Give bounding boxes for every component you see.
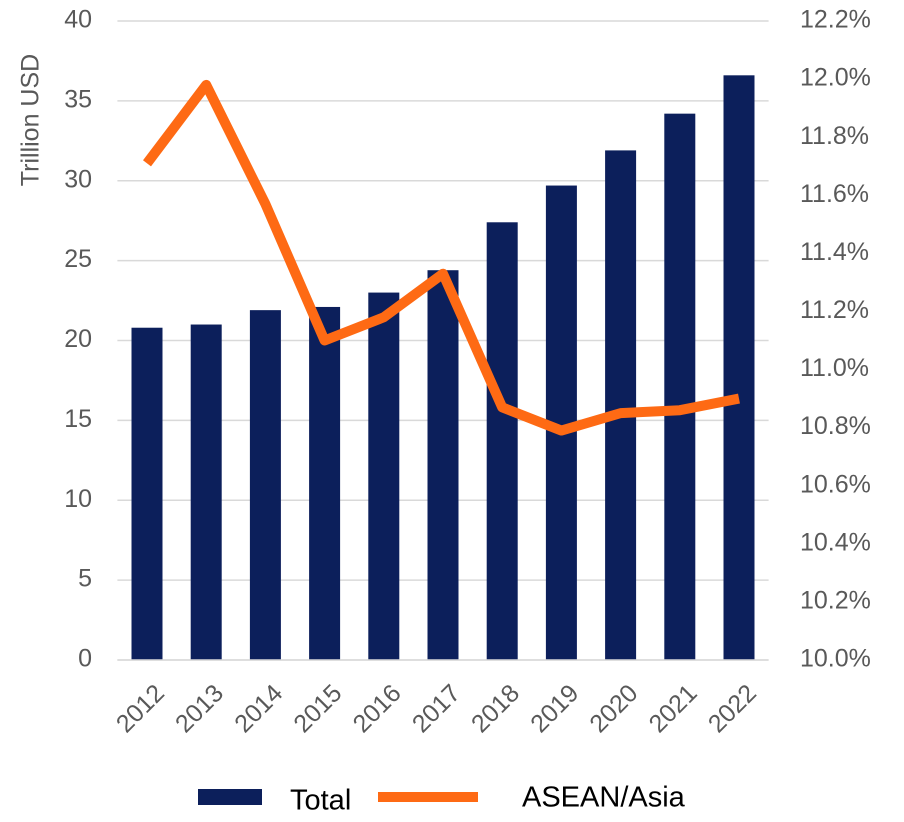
bar bbox=[190, 324, 222, 660]
bar bbox=[664, 113, 696, 660]
bar bbox=[427, 270, 459, 660]
y2-tick-label: 12.2% bbox=[800, 6, 871, 34]
x-tick-label: 2015 bbox=[288, 679, 347, 738]
x-tick-label: 2016 bbox=[348, 679, 407, 738]
y2-tick-label: 10.2% bbox=[800, 587, 871, 615]
y2-tick-label: 10.4% bbox=[800, 528, 871, 556]
bar bbox=[309, 306, 341, 660]
y2-tick-label: 11.2% bbox=[800, 296, 869, 324]
y2-tick-label: 12.0% bbox=[800, 64, 871, 92]
x-tick-label: 2018 bbox=[466, 679, 525, 738]
x-tick-label: 2022 bbox=[703, 679, 762, 738]
y2-tick-label: 11.0% bbox=[800, 354, 869, 382]
y-tick-label: 25 bbox=[64, 245, 92, 273]
bar bbox=[605, 150, 637, 660]
x-tick-label: 2014 bbox=[229, 679, 288, 738]
bar bbox=[368, 292, 400, 660]
legend-label: Total bbox=[290, 785, 351, 817]
x-tick-label: 2013 bbox=[170, 679, 229, 738]
y2-tick-label: 10.0% bbox=[800, 645, 871, 673]
y2-tick-label: 11.8% bbox=[800, 122, 869, 150]
y2-tick-label: 11.6% bbox=[800, 180, 869, 208]
x-tick-label: 2020 bbox=[584, 679, 643, 738]
y-tick-label: 30 bbox=[64, 165, 92, 193]
y-tick-label: 0 bbox=[78, 645, 92, 673]
y2-tick-label: 10.8% bbox=[800, 412, 871, 440]
bar bbox=[131, 327, 163, 660]
bar bbox=[723, 75, 755, 660]
y2-tick-label: 11.4% bbox=[800, 238, 869, 266]
x-tick-label: 2019 bbox=[525, 679, 584, 738]
y-tick-label: 20 bbox=[64, 325, 92, 353]
x-tick-label: 2017 bbox=[407, 679, 466, 738]
y-tick-label: 35 bbox=[64, 85, 92, 113]
y-axis-label: Trillion USD bbox=[17, 54, 45, 186]
y-tick-label: 15 bbox=[64, 405, 92, 433]
legend-swatch bbox=[198, 789, 262, 805]
y-tick-label: 10 bbox=[64, 485, 92, 513]
x-tick-label: 2012 bbox=[111, 679, 170, 738]
legend-label: ASEAN/Asia bbox=[522, 782, 686, 814]
x-tick-label: 2021 bbox=[644, 679, 703, 738]
bar bbox=[486, 222, 518, 660]
line bbox=[143, 79, 740, 436]
y-tick-label: 5 bbox=[78, 565, 92, 593]
bar bbox=[249, 310, 281, 660]
y2-tick-label: 10.6% bbox=[800, 470, 871, 498]
y-tick-label: 40 bbox=[64, 6, 92, 34]
